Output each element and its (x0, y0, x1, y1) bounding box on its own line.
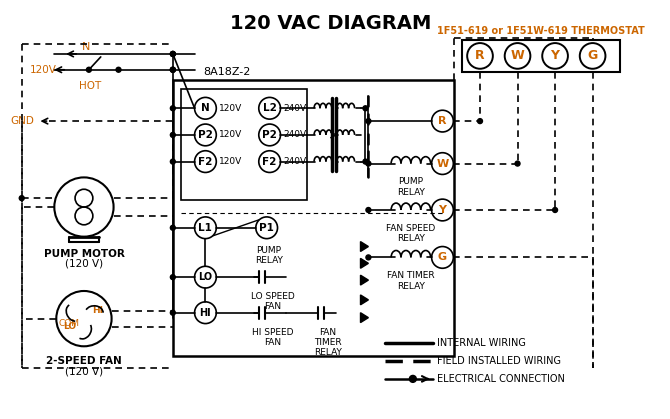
Circle shape (170, 275, 176, 279)
Circle shape (170, 106, 176, 111)
Polygon shape (360, 313, 369, 323)
Text: G: G (438, 252, 447, 262)
Polygon shape (360, 259, 369, 268)
Text: FAN
TIMER
RELAY: FAN TIMER RELAY (314, 328, 342, 357)
Text: ELECTRICAL CONNECTION: ELECTRICAL CONNECTION (437, 374, 564, 384)
Circle shape (170, 67, 176, 72)
Circle shape (553, 207, 557, 212)
Text: G: G (588, 49, 598, 62)
Polygon shape (360, 275, 369, 285)
Text: (120 V): (120 V) (65, 259, 103, 269)
Text: P2: P2 (262, 130, 277, 140)
Text: 120V: 120V (219, 130, 243, 140)
Text: R: R (475, 49, 485, 62)
Text: L1: L1 (198, 223, 212, 233)
Text: FAN SPEED
RELAY: FAN SPEED RELAY (386, 224, 436, 243)
Text: N: N (201, 103, 210, 113)
Text: HOT: HOT (79, 80, 101, 91)
Circle shape (363, 159, 368, 164)
Circle shape (515, 161, 520, 166)
Circle shape (170, 67, 176, 72)
Text: 120 VAC DIAGRAM: 120 VAC DIAGRAM (230, 14, 431, 34)
Polygon shape (360, 242, 369, 251)
Text: COM: COM (58, 319, 79, 328)
Text: Y: Y (551, 49, 559, 62)
Text: LO: LO (198, 272, 212, 282)
Text: LO: LO (63, 322, 76, 331)
Text: HI: HI (92, 306, 103, 315)
Text: HI: HI (200, 308, 211, 318)
Circle shape (409, 375, 416, 383)
Text: FAN TIMER
RELAY: FAN TIMER RELAY (387, 271, 435, 291)
Text: 2-SPEED FAN: 2-SPEED FAN (46, 356, 122, 366)
Text: W: W (436, 158, 449, 168)
Circle shape (170, 67, 176, 72)
Text: LO SPEED
FAN: LO SPEED FAN (251, 292, 295, 311)
Text: 240V: 240V (283, 104, 307, 113)
Text: 8A18Z-2: 8A18Z-2 (204, 67, 251, 77)
Text: 120V: 120V (219, 157, 243, 166)
Circle shape (19, 196, 24, 201)
Text: PUMP MOTOR: PUMP MOTOR (44, 248, 125, 259)
Circle shape (170, 52, 176, 57)
Text: F2: F2 (263, 157, 277, 167)
Text: 120V: 120V (29, 65, 56, 75)
Circle shape (170, 52, 176, 57)
Text: PUMP
RELAY: PUMP RELAY (255, 246, 283, 265)
Circle shape (366, 207, 371, 212)
Bar (173, 80, 454, 356)
Circle shape (170, 132, 176, 137)
Text: Y: Y (438, 205, 446, 215)
Text: L2: L2 (263, 103, 277, 113)
Text: GND: GND (10, 116, 34, 126)
Circle shape (478, 119, 482, 124)
Text: 240V: 240V (283, 130, 307, 140)
Text: INTERNAL WIRING: INTERNAL WIRING (437, 338, 525, 348)
Polygon shape (360, 295, 369, 305)
Text: PUMP
RELAY: PUMP RELAY (397, 177, 425, 197)
Text: 1F51-619 or 1F51W-619 THERMOSTAT: 1F51-619 or 1F51W-619 THERMOSTAT (438, 26, 645, 36)
Circle shape (363, 106, 368, 111)
Bar (181, 90, 307, 200)
Text: 240V: 240V (283, 157, 307, 166)
Circle shape (170, 225, 176, 230)
Text: HI SPEED
FAN: HI SPEED FAN (252, 328, 293, 347)
Text: W: W (511, 49, 525, 62)
Circle shape (170, 52, 176, 57)
Circle shape (366, 255, 371, 260)
Text: P2: P2 (198, 130, 213, 140)
Circle shape (366, 119, 371, 124)
Circle shape (170, 159, 176, 164)
Circle shape (86, 67, 91, 72)
Text: (120 V): (120 V) (65, 366, 103, 376)
Text: R: R (438, 116, 447, 126)
Text: F2: F2 (198, 157, 212, 167)
Bar (462, 40, 620, 72)
Circle shape (366, 161, 371, 166)
Circle shape (116, 67, 121, 72)
Text: 120V: 120V (219, 104, 243, 113)
Text: FIELD INSTALLED WIRING: FIELD INSTALLED WIRING (437, 356, 561, 366)
Circle shape (170, 310, 176, 315)
Text: N: N (82, 42, 90, 52)
Text: P1: P1 (259, 223, 274, 233)
